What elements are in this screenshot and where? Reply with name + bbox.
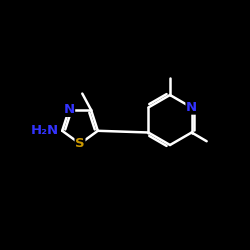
Text: N: N — [186, 101, 197, 114]
Text: H₂N: H₂N — [30, 124, 58, 137]
Text: N: N — [64, 103, 74, 116]
Text: S: S — [75, 137, 85, 150]
